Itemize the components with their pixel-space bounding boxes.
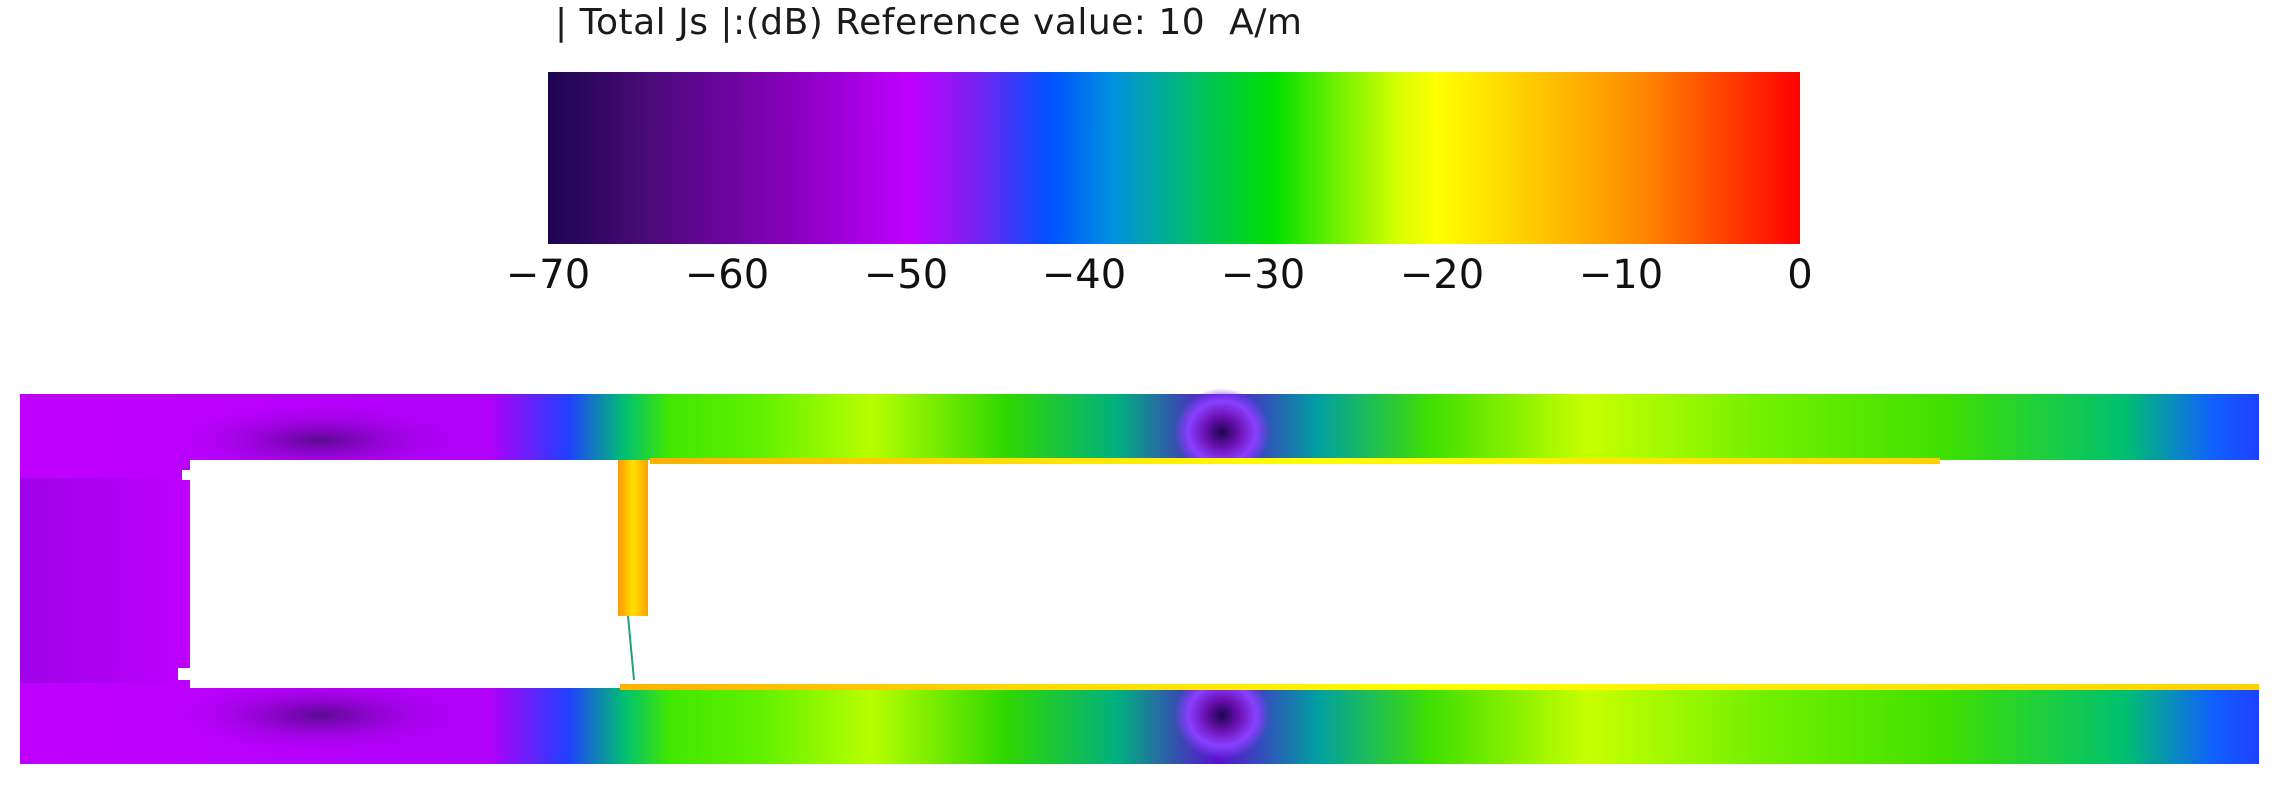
colorbar-tick-label: −40 bbox=[1041, 252, 1127, 298]
colorbar-tick-label: −10 bbox=[1578, 252, 1664, 298]
feed-gap-line bbox=[627, 615, 635, 681]
colorbar-gradient bbox=[548, 72, 1800, 244]
feed-stub bbox=[618, 460, 648, 616]
slot-cutout bbox=[178, 460, 2279, 688]
colorbar-tick-label: −70 bbox=[505, 252, 591, 298]
colorbar-tick-label: −60 bbox=[684, 252, 770, 298]
colorbar-tick-label: −50 bbox=[863, 252, 949, 298]
colorbar-title: | Total Js |:(dB) Reference value: 10 A/… bbox=[555, 2, 1303, 43]
field-minimum-top-left bbox=[170, 402, 470, 478]
current-density-plot bbox=[20, 388, 2279, 764]
field-minimum-bottom-left bbox=[170, 677, 470, 753]
colorbar-tick-label: −30 bbox=[1220, 252, 1306, 298]
edge-current-top bbox=[650, 458, 1940, 464]
field-null-bottom bbox=[1174, 671, 1270, 759]
colorbar-tick-label: −20 bbox=[1399, 252, 1485, 298]
field-null-top bbox=[1174, 388, 1270, 476]
colorbar-tick-label: 0 bbox=[1787, 252, 1813, 298]
edge-current-bottom bbox=[620, 684, 2259, 690]
